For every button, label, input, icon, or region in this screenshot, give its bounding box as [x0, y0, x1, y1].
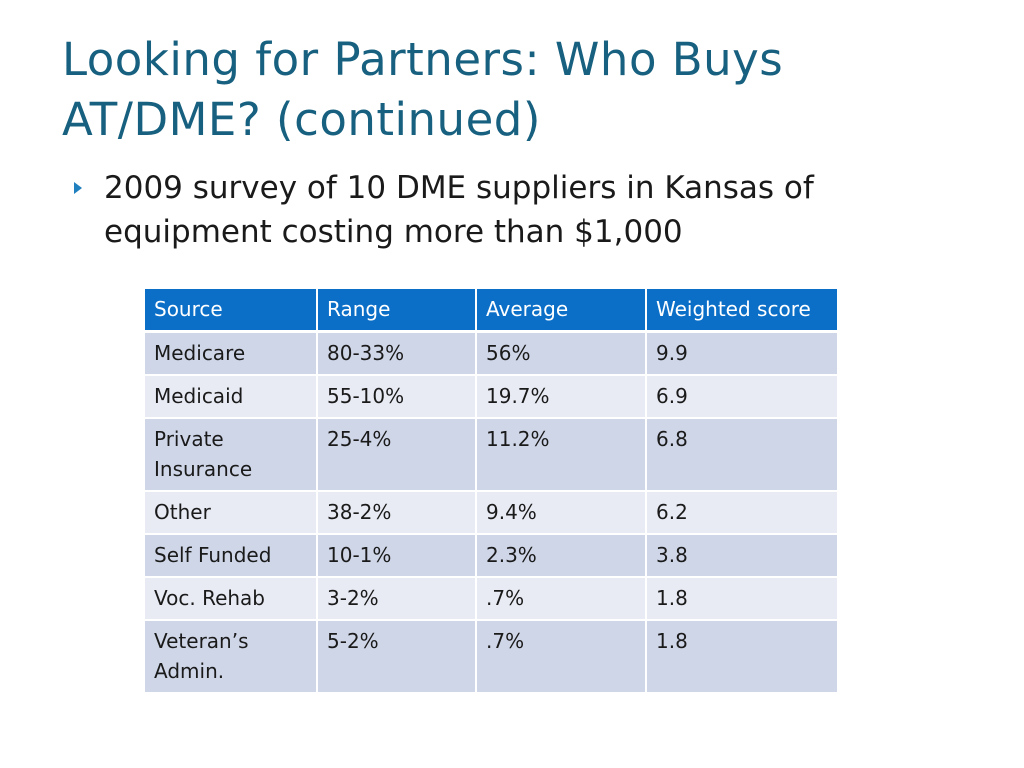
- table-row: Self Funded 10-1% 2.3% 3.8: [145, 535, 837, 578]
- bullet-text: 2009 survey of 10 DME suppliers in Kansa…: [104, 170, 814, 250]
- cell-range: 25-4%: [318, 419, 477, 492]
- header-source: Source: [145, 289, 318, 333]
- cell-range: 80-33%: [318, 333, 477, 376]
- header-weighted-score: Weighted score: [647, 289, 837, 333]
- cell-source: Private Insurance: [145, 419, 318, 492]
- cell-range: 38-2%: [318, 492, 477, 535]
- header-range: Range: [318, 289, 477, 333]
- cell-source: Medicare: [145, 333, 318, 376]
- cell-weighted-score: 6.2: [647, 492, 837, 535]
- cell-range: 55-10%: [318, 376, 477, 419]
- cell-source: Medicaid: [145, 376, 318, 419]
- cell-range: 5-2%: [318, 621, 477, 694]
- table-header-row: Source Range Average Weighted score: [145, 289, 837, 333]
- survey-table: Source Range Average Weighted score Medi…: [145, 289, 837, 694]
- triangle-right-icon: [74, 182, 82, 194]
- cell-range: 3-2%: [318, 578, 477, 621]
- cell-weighted-score: 6.9: [647, 376, 837, 419]
- cell-source: Voc. Rehab: [145, 578, 318, 621]
- cell-average: 19.7%: [477, 376, 647, 419]
- cell-weighted-score: 6.8: [647, 419, 837, 492]
- cell-source: Veteran’s Admin.: [145, 621, 318, 694]
- table-row: Medicare 80-33% 56% 9.9: [145, 333, 837, 376]
- slide-title: Looking for Partners: Who Buys AT/DME? (…: [62, 33, 784, 146]
- cell-source: Self Funded: [145, 535, 318, 578]
- cell-weighted-score: 1.8: [647, 621, 837, 694]
- cell-average: 11.2%: [477, 419, 647, 492]
- cell-average: .7%: [477, 578, 647, 621]
- bullet-item: 2009 survey of 10 DME suppliers in Kansa…: [74, 166, 954, 254]
- table-row: Other 38-2% 9.4% 6.2: [145, 492, 837, 535]
- table-row: Veteran’s Admin. 5-2% .7% 1.8: [145, 621, 837, 694]
- table-row: Private Insurance 25-4% 11.2% 6.8: [145, 419, 837, 492]
- cell-average: .7%: [477, 621, 647, 694]
- cell-average: 56%: [477, 333, 647, 376]
- header-average: Average: [477, 289, 647, 333]
- cell-weighted-score: 3.8: [647, 535, 837, 578]
- cell-average: 9.4%: [477, 492, 647, 535]
- table-row: Voc. Rehab 3-2% .7% 1.8: [145, 578, 837, 621]
- cell-weighted-score: 9.9: [647, 333, 837, 376]
- table-row: Medicaid 55-10% 19.7% 6.9: [145, 376, 837, 419]
- cell-source: Other: [145, 492, 318, 535]
- cell-range: 10-1%: [318, 535, 477, 578]
- cell-weighted-score: 1.8: [647, 578, 837, 621]
- cell-average: 2.3%: [477, 535, 647, 578]
